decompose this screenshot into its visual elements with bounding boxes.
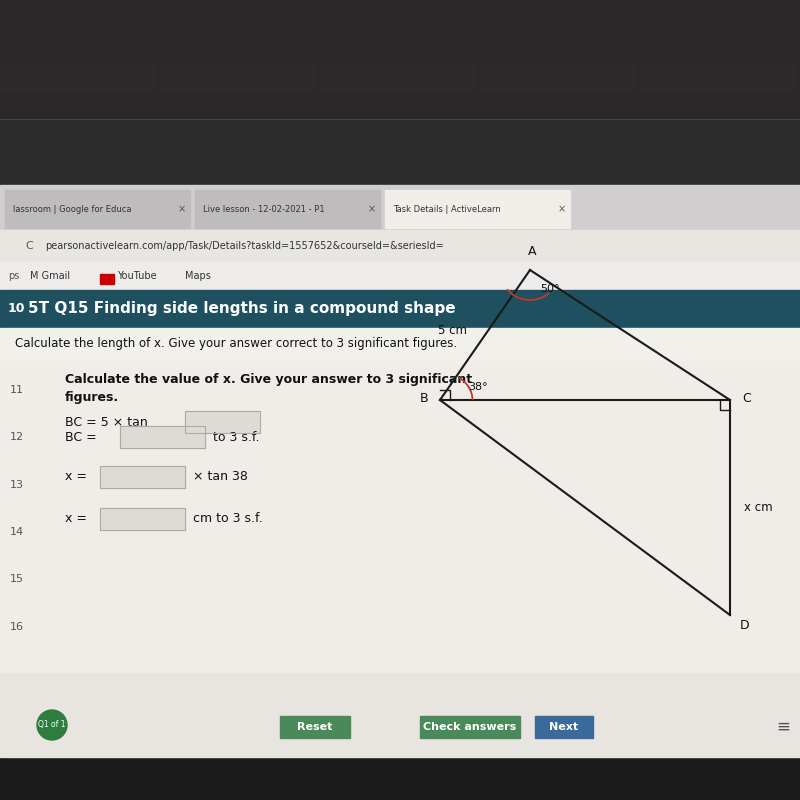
Bar	[0, 120, 800, 185]
Bar	[420, 716, 520, 738]
Bar	[100, 466, 185, 488]
Bar	[0, 262, 800, 290]
Text: 14: 14	[10, 527, 24, 537]
Text: pearsonactivelearn.com/app/Task/Details?taskId=1557652&courseId=&seriesId=: pearsonactivelearn.com/app/Task/Details?…	[45, 241, 444, 251]
Bar	[195, 190, 380, 228]
Text: Q1 of 1: Q1 of 1	[38, 721, 66, 730]
Text: Check answers: Check answers	[423, 722, 517, 732]
Bar	[0, 360, 800, 715]
Text: C: C	[742, 391, 750, 405]
Text: BC =: BC =	[65, 431, 97, 444]
Text: ×: ×	[178, 204, 186, 214]
Text: to 3 s.f.: to 3 s.f.	[213, 431, 259, 444]
Text: 10: 10	[8, 302, 26, 315]
Text: x cm: x cm	[744, 501, 773, 514]
Text: Calculate the length of x. Give your answer correct to 3 significant figures.: Calculate the length of x. Give your ans…	[15, 338, 457, 350]
Text: Next: Next	[550, 722, 578, 732]
Bar	[280, 716, 350, 738]
Bar	[100, 466, 185, 488]
Text: x =: x =	[65, 470, 87, 483]
Bar	[120, 426, 205, 448]
Bar	[0, 65, 155, 90]
Text: YouTube: YouTube	[117, 271, 157, 281]
Text: 12: 12	[10, 432, 24, 442]
Text: lassroom | Google for Educa: lassroom | Google for Educa	[13, 205, 131, 214]
Text: A: A	[528, 245, 536, 258]
Text: Task Details | ActiveLearn: Task Details | ActiveLearn	[393, 205, 501, 214]
Text: ×: ×	[368, 204, 376, 214]
Text: x =: x =	[65, 512, 87, 525]
Text: M Gmail: M Gmail	[30, 271, 70, 281]
Bar	[0, 745, 800, 800]
Bar	[120, 426, 205, 448]
Bar	[185, 411, 260, 433]
Text: 50°: 50°	[540, 284, 559, 294]
Text: 16: 16	[10, 622, 24, 632]
Text: Live lesson - 12-02-2021 - P1: Live lesson - 12-02-2021 - P1	[203, 205, 325, 214]
Bar	[0, 290, 800, 328]
Text: 13: 13	[10, 480, 24, 490]
Bar	[5, 190, 190, 228]
Text: 5 cm: 5 cm	[438, 323, 467, 337]
Text: × tan 38: × tan 38	[193, 470, 248, 483]
Bar	[320, 65, 475, 90]
Text: Reset: Reset	[298, 722, 333, 732]
Text: C: C	[25, 241, 33, 251]
Circle shape	[37, 710, 67, 740]
Bar	[0, 120, 800, 745]
Bar	[640, 65, 795, 90]
Text: BC = 5 × tan: BC = 5 × tan	[65, 415, 148, 429]
Bar	[185, 411, 260, 433]
Bar	[0, 230, 800, 262]
Text: ≡: ≡	[776, 718, 790, 736]
Text: 38°: 38°	[468, 382, 488, 392]
Text: Maps: Maps	[185, 271, 211, 281]
Bar	[0, 328, 800, 360]
Text: 11: 11	[10, 385, 24, 395]
Text: ×: ×	[558, 204, 566, 214]
Bar	[0, 185, 800, 230]
Bar	[160, 65, 315, 90]
Bar	[535, 716, 593, 738]
Text: D: D	[740, 619, 750, 632]
Text: ps: ps	[8, 271, 19, 281]
Bar	[0, 0, 800, 120]
Bar	[0, 713, 800, 745]
Text: figures.: figures.	[65, 391, 119, 405]
Text: 15: 15	[10, 574, 24, 584]
Text: Calculate the value of x. Give your answer to 3 significant: Calculate the value of x. Give your answ…	[65, 374, 472, 386]
Bar	[100, 508, 185, 530]
Bar	[100, 508, 185, 530]
Text: B: B	[419, 391, 428, 405]
Bar	[0, 673, 800, 757]
Bar	[385, 190, 570, 228]
Bar	[100, 274, 114, 284]
Bar	[480, 65, 635, 90]
Text: 5T Q15 Finding side lengths in a compound shape: 5T Q15 Finding side lengths in a compoun…	[28, 302, 456, 317]
Text: cm to 3 s.f.: cm to 3 s.f.	[193, 512, 262, 525]
